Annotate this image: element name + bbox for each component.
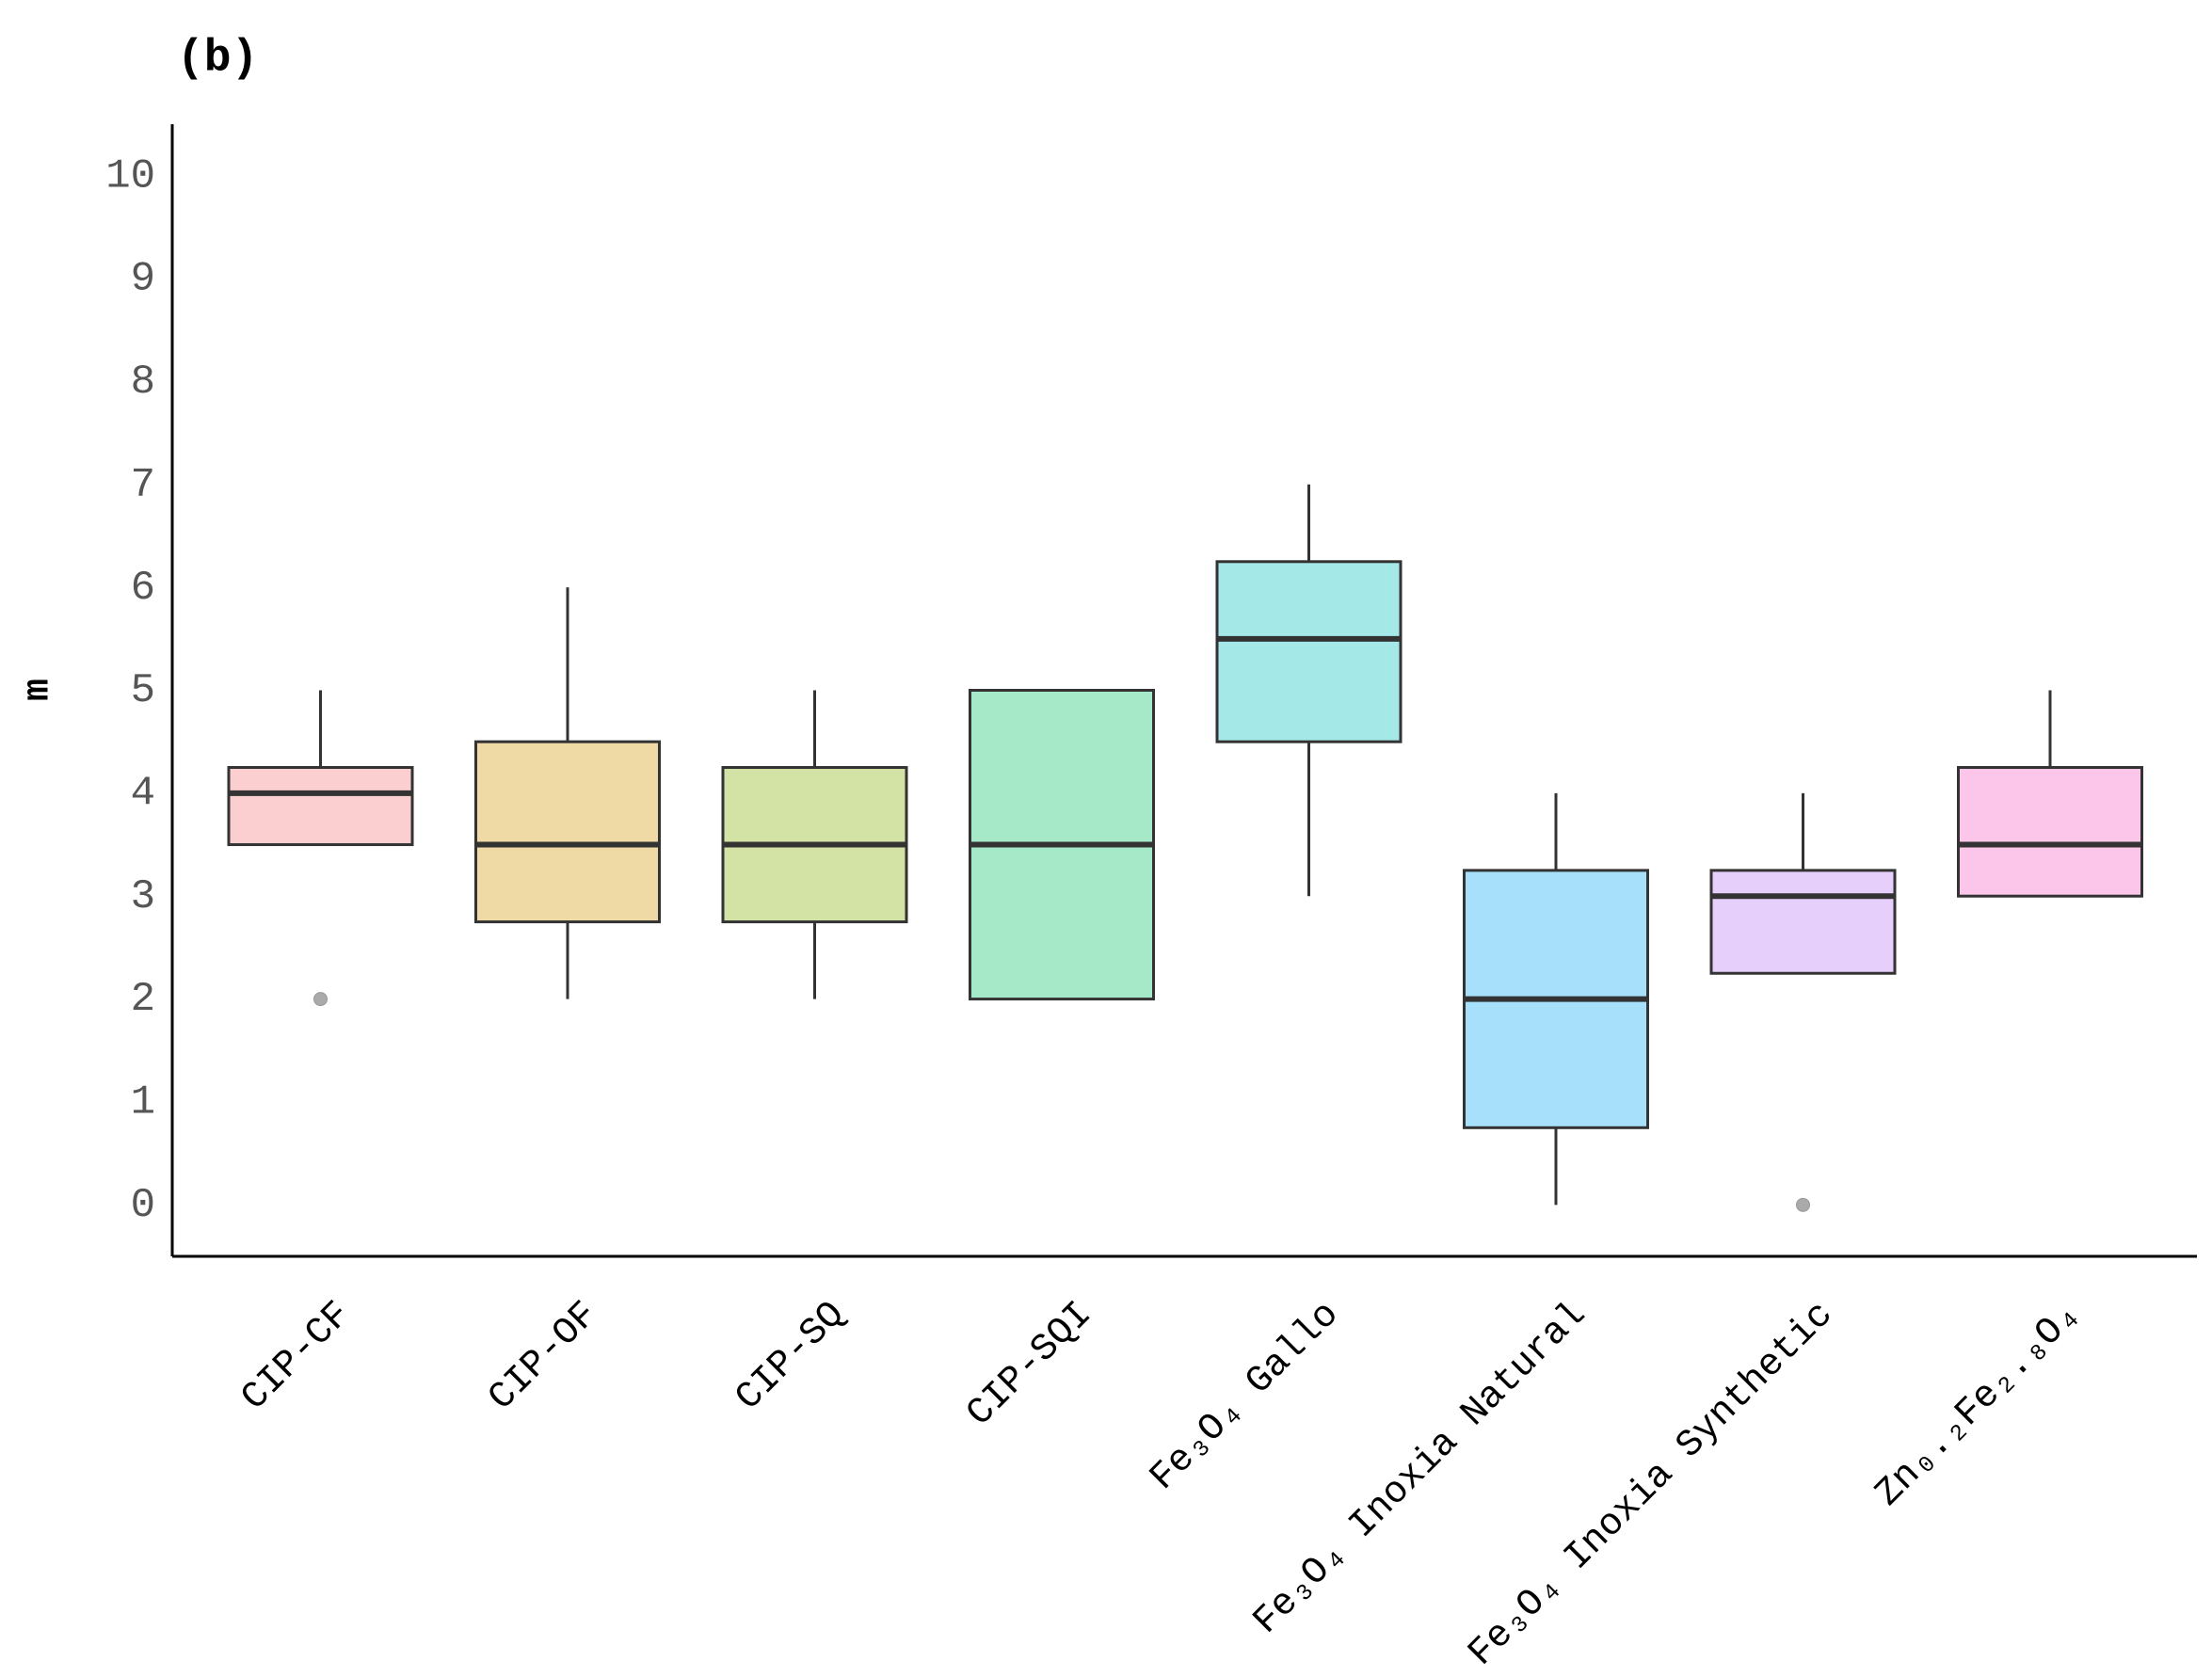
y-tick-label: 8: [131, 359, 155, 406]
y-tick-label: 7: [131, 461, 155, 508]
y-tick-label: 6: [131, 565, 155, 612]
y-tick-label: 3: [131, 873, 155, 920]
y-tick-label: 0: [131, 1182, 155, 1229]
x-tick-label: CIP-SQI: [959, 1294, 1101, 1436]
y-tick-label: 9: [131, 256, 155, 303]
y-axis-label: m: [18, 679, 60, 701]
y-tick-label: 10: [105, 152, 155, 200]
box: [1709, 869, 1897, 975]
y-tick-label: 4: [131, 770, 155, 817]
x-tick-label: CIP-OF: [481, 1294, 607, 1420]
y-tick-label: 1: [131, 1079, 155, 1126]
box: [227, 766, 414, 847]
x-tick-label: CIP-SQ: [728, 1294, 854, 1420]
y-tick-label: 5: [131, 667, 155, 714]
x-tick-label: Fe₃O₄ Gallo: [1143, 1294, 1349, 1500]
x-tick-label: CIP-CF: [233, 1294, 360, 1420]
outlier: [313, 992, 328, 1007]
x-tick-label: Zn₀.₂Fe₂.₈O₄: [1867, 1294, 2089, 1515]
y-tick-label: 2: [131, 976, 155, 1023]
chart-title: (b): [177, 34, 258, 85]
box: [1957, 766, 2143, 898]
outlier: [1796, 1197, 1810, 1212]
box: [1215, 560, 1403, 743]
box: [474, 740, 661, 924]
